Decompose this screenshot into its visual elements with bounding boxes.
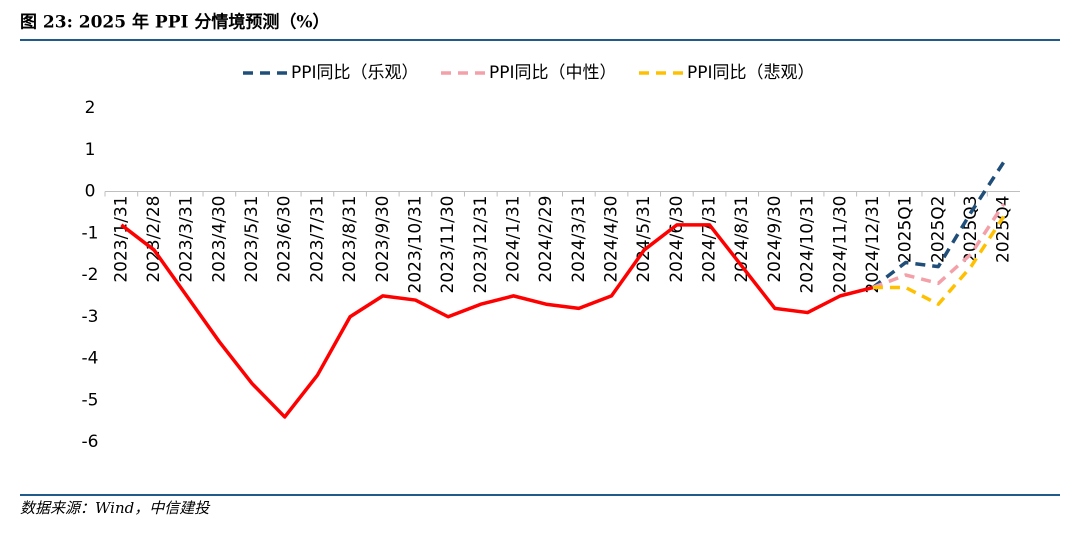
x-tick-label: 2024/2/29 <box>536 196 556 283</box>
legend-label: PPI同比（悲观） <box>687 63 815 83</box>
series-line <box>871 161 1006 289</box>
y-tick-label: -2 <box>82 265 99 285</box>
x-tick-label: 2024/1/31 <box>503 196 523 283</box>
x-tick-label: 2025Q1 <box>896 196 916 263</box>
x-tick-label: 2023/10/31 <box>405 195 425 293</box>
series-line <box>872 203 1006 290</box>
x-tick-label: 2025Q3 <box>961 196 981 263</box>
x-tick-label: 2024/6/30 <box>667 196 687 283</box>
x-tick-label: 2023/1/31 <box>111 196 131 283</box>
y-tick-label: 1 <box>85 140 96 160</box>
x-tick-label: 2023/2/28 <box>144 196 164 283</box>
x-tick-label: 2023/4/30 <box>209 196 229 283</box>
series-line <box>120 223 874 419</box>
x-tick-label: 2023/9/30 <box>373 196 393 283</box>
x-tick-label: 2024/7/31 <box>700 196 720 283</box>
x-tick-label: 2024/3/31 <box>569 196 589 283</box>
x-tick-label: 2024/12/31 <box>863 196 883 294</box>
y-tick-label: -4 <box>82 349 99 369</box>
y-tick-label: -5 <box>82 390 99 410</box>
x-tick-label: 2023/3/31 <box>177 195 197 282</box>
chart-title: 图 23: 2025 年 PPI 分情境预测（%） <box>20 12 330 33</box>
x-tick-label: 2024/9/30 <box>765 196 785 283</box>
x-tick-label: 2024/10/31 <box>798 196 818 294</box>
x-tick-label: 2024/11/30 <box>830 196 850 294</box>
legend-label: PPI同比（中性） <box>489 63 617 83</box>
source: 数据来源：Wind，中信建投 <box>20 499 211 517</box>
y-tick-label: 0 <box>85 182 96 202</box>
legend-label: PPI同比（乐观） <box>291 63 419 83</box>
series-line <box>872 215 1006 306</box>
y-tick-label: 2 <box>85 98 96 118</box>
x-tick-label: 2024/8/31 <box>732 196 752 283</box>
x-tick-label: 2023/11/30 <box>438 196 458 294</box>
y-tick-label: -6 <box>82 432 99 452</box>
x-tick-label: 2025Q2 <box>928 196 948 263</box>
x-tick-label: 2024/5/31 <box>634 196 654 283</box>
x-tick-label: 2023/8/31 <box>340 196 360 283</box>
x-tick-label: 2023/6/30 <box>275 196 295 283</box>
x-tick-label: 2024/4/30 <box>602 196 622 283</box>
y-tick-label: -3 <box>82 307 99 327</box>
x-tick-label: 2023/12/31 <box>471 196 491 294</box>
y-tick-label: -1 <box>82 223 99 243</box>
x-tick-label: 2023/7/31 <box>307 196 327 283</box>
x-tick-label: 2023/5/31 <box>242 196 262 283</box>
